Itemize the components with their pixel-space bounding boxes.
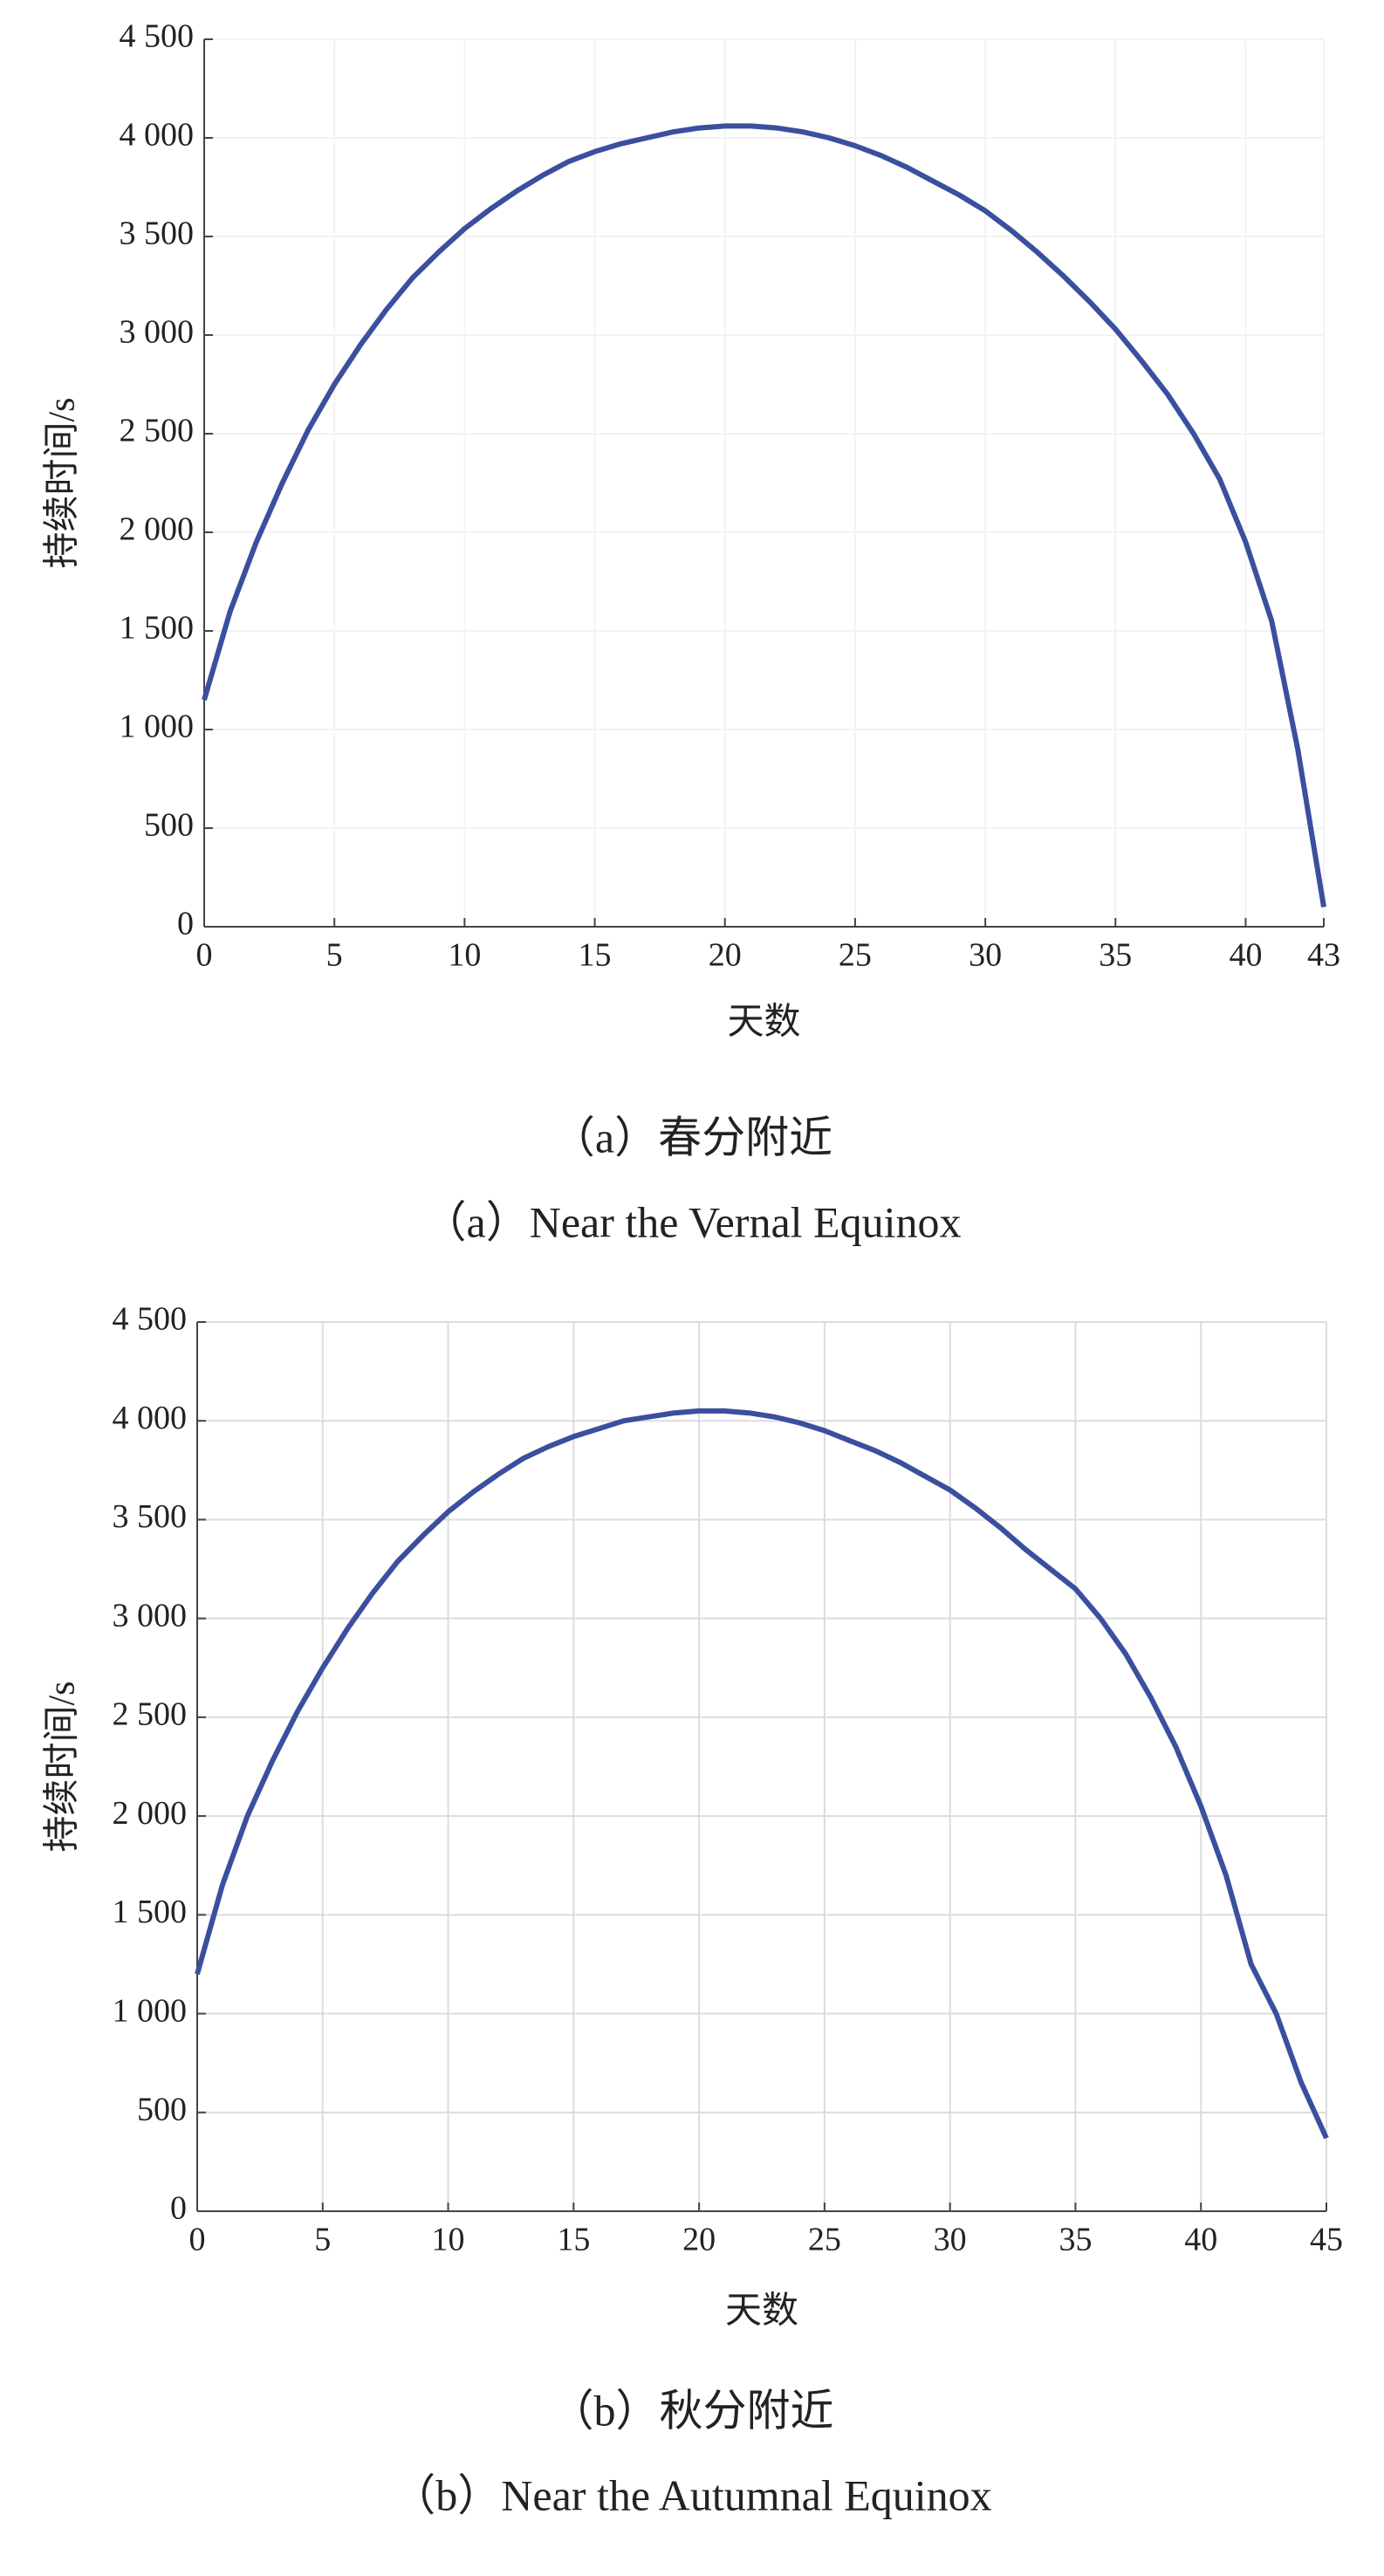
x-tick-label: 25	[808, 2222, 841, 2258]
x-tick-label: 5	[326, 937, 343, 974]
x-tick-label: 35	[1099, 937, 1132, 974]
caption-en: （b）Near the Autumnal Equinox	[392, 2470, 991, 2519]
x-tick-label: 5	[314, 2222, 331, 2258]
y-tick-label: 2 500	[113, 1696, 188, 1733]
x-tick-label: 10	[432, 2222, 465, 2258]
y-tick-label: 500	[144, 807, 194, 844]
x-tick-label: 43	[1307, 937, 1340, 974]
caption-cn: （a）春分附近	[552, 1113, 832, 1161]
data-line	[202, 123, 1326, 908]
data-line	[195, 1408, 1329, 2140]
y-tick-label: 2 500	[120, 413, 195, 449]
y-tick-label: 1 000	[113, 1992, 188, 2029]
x-tick-label: 40	[1229, 937, 1262, 974]
y-tick-label: 3 500	[113, 1498, 188, 1535]
x-tick-label: 25	[839, 937, 872, 974]
x-tick-label: 20	[709, 937, 742, 974]
x-tick-label: 35	[1059, 2222, 1092, 2258]
x-tick-label: 10	[448, 937, 481, 974]
y-tick-label: 500	[137, 2091, 187, 2127]
x-tick-label: 30	[969, 937, 1002, 974]
x-tick-label: 15	[557, 2222, 590, 2258]
y-tick-label: 1 500	[120, 610, 195, 647]
y-tick-label: 0	[177, 906, 194, 942]
y-tick-label: 1 000	[120, 709, 195, 745]
x-tick-label: 0	[189, 2222, 206, 2258]
caption-cn: （b）秋分附近	[551, 2386, 834, 2435]
x-tick-label: 15	[579, 937, 612, 974]
x-axis-label: 天数	[725, 2292, 798, 2332]
y-axis-label: 持续时间/s	[43, 1681, 83, 1852]
x-tick-label: 0	[196, 937, 213, 974]
caption-en: （a）Near the Vernal Equinox	[423, 1197, 962, 1246]
y-tick-label: 4 500	[113, 1301, 188, 1338]
y-tick-label: 0	[170, 2190, 187, 2227]
y-tick-label: 3 500	[120, 216, 195, 252]
y-tick-label: 2 000	[113, 1795, 188, 1832]
x-tick-label: 45	[1310, 2222, 1343, 2258]
y-tick-label: 4 000	[120, 117, 195, 154]
x-tick-label: 30	[934, 2222, 967, 2258]
y-tick-label: 1 500	[113, 1894, 188, 1930]
y-tick-label: 4 500	[120, 18, 195, 55]
y-tick-label: 2 000	[120, 511, 195, 548]
y-axis-label: 持续时间/s	[43, 397, 83, 568]
y-tick-label: 3 000	[113, 1597, 188, 1634]
x-axis-label: 天数	[727, 1003, 800, 1043]
y-tick-label: 4 000	[113, 1400, 188, 1436]
x-tick-label: 40	[1184, 2222, 1217, 2258]
x-tick-label: 20	[682, 2222, 716, 2258]
y-tick-label: 3 000	[120, 314, 195, 351]
